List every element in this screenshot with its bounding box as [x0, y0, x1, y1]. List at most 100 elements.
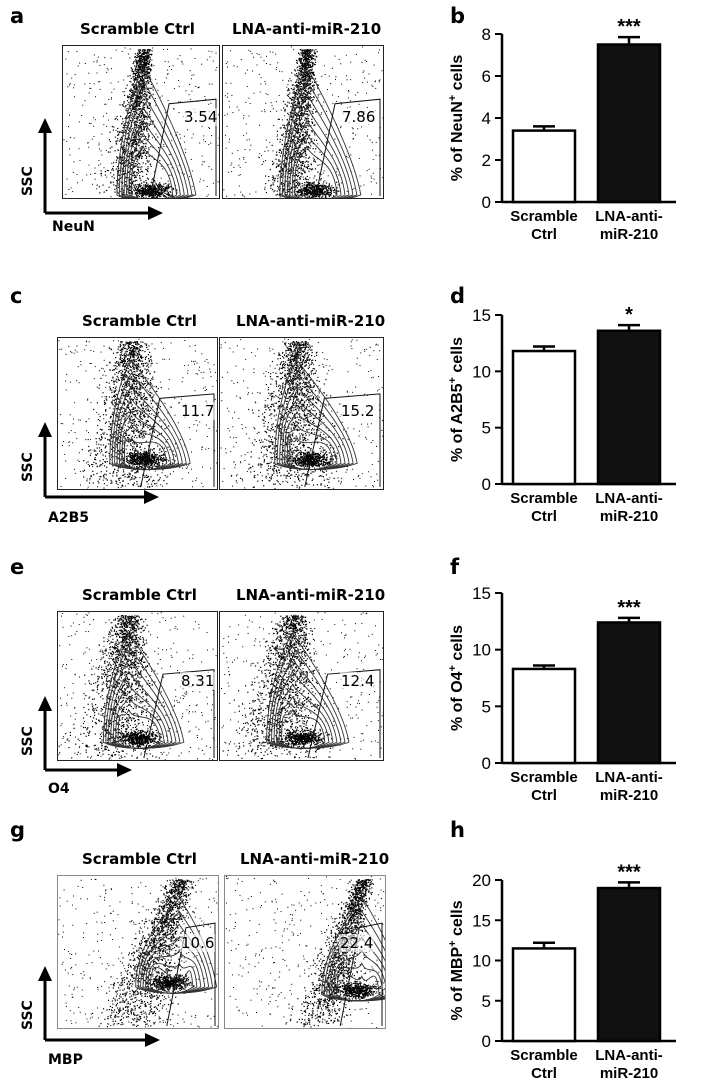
gate-polygon — [315, 98, 381, 197]
contour-lines — [266, 632, 350, 749]
flow-density — [58, 877, 218, 1028]
flow-density — [223, 46, 383, 198]
y-tick-label: 0 — [482, 1032, 491, 1051]
category-label: LNA-anti-miR-210 — [595, 490, 663, 525]
event-dots — [58, 877, 218, 1028]
y-tick-label: 15 — [472, 911, 491, 930]
flow-title-lna: LNA-anti-miR-210 — [236, 312, 386, 330]
bar — [511, 667, 577, 765]
y-axis-label: % of NeuN+ cells — [447, 55, 466, 182]
flow-title-scramble: Scramble Ctrl — [82, 850, 197, 868]
panel-letter-d: d — [450, 284, 466, 308]
contour-lines — [102, 632, 185, 749]
flow-density — [220, 338, 383, 489]
gate-polygon — [307, 669, 381, 759]
gate-polygon — [166, 922, 216, 1027]
contour-lines — [279, 67, 362, 198]
gate-value: 7.86 — [341, 108, 377, 126]
flow-density — [58, 612, 217, 760]
y-tick-label: 15 — [472, 584, 491, 603]
flow-density — [221, 612, 383, 760]
y-tick-label: 15 — [472, 306, 491, 325]
flow-axes-arrows — [38, 696, 132, 777]
significance-marker: *** — [617, 16, 641, 38]
gate-polygon — [339, 922, 383, 1027]
gate-value: 3.54 — [183, 108, 219, 126]
flow-title-scramble: Scramble Ctrl — [82, 586, 197, 604]
flow-plot-o4-scramble: 8.31 — [57, 611, 218, 761]
flow-density — [225, 876, 385, 1028]
flow-plot-mbp-scramble: 10.6 — [57, 875, 219, 1029]
flow-density — [63, 47, 219, 198]
category-label: LNA-anti-miR-210 — [595, 1047, 663, 1082]
flow-plot-o4-lna: 12.4 — [219, 611, 384, 761]
gate-value: 10.6 — [180, 934, 216, 952]
y-tick-label: 0 — [482, 754, 491, 773]
significance-marker: *** — [617, 597, 641, 619]
x-axis-label: O4 — [48, 781, 70, 797]
gate-polygon — [304, 393, 381, 488]
bar — [596, 886, 662, 1043]
significance-marker: * — [625, 304, 633, 326]
category-label: Scramble Ctrl — [510, 208, 578, 243]
event-dots — [223, 46, 383, 198]
panel-letter-g: g — [10, 818, 26, 842]
y-axis-label: % of A2B5+ cells — [447, 337, 466, 462]
gate-value: 11.7 — [180, 402, 216, 420]
x-axis-label: A2B5 — [48, 510, 89, 526]
gate-polygon — [143, 669, 215, 759]
panel-letter-c: c — [10, 284, 23, 308]
event-dots — [220, 338, 383, 489]
category-label: LNA-anti-miR-210 — [595, 769, 663, 804]
event-dots — [225, 876, 385, 1028]
y-tick-label: 5 — [482, 419, 491, 438]
event-dots — [58, 338, 217, 489]
flow-title-lna: LNA-anti-miR-210 — [232, 20, 382, 38]
y-tick-label: 10 — [472, 952, 491, 971]
gate-value: 8.31 — [180, 672, 216, 690]
flow-plot-a2b5-scramble: 11.7 — [57, 337, 218, 490]
bar — [511, 947, 577, 1043]
flow-density — [58, 338, 217, 489]
flow-plot-mbp-lna: 22.4 — [224, 875, 386, 1029]
bar — [596, 43, 662, 204]
y-tick-label: 5 — [482, 697, 491, 716]
y-axis-label: % of MBP+ cells — [447, 900, 466, 1020]
flow-axes-arrows — [38, 118, 163, 220]
y-tick-label: 2 — [482, 151, 491, 170]
gate-value: 15.2 — [340, 402, 376, 420]
flow-title-lna: LNA-anti-miR-210 — [236, 586, 386, 604]
flow-title-lna: LNA-anti-miR-210 — [240, 850, 390, 868]
y-tick-label: 20 — [472, 871, 491, 890]
event-dots — [58, 612, 217, 760]
flow-axes-arrows — [38, 966, 160, 1047]
flow-axes-arrows — [38, 422, 159, 504]
x-axis-label: NeuN — [52, 219, 95, 235]
panel-letter-e: e — [10, 555, 25, 579]
y-tick-label: 0 — [482, 193, 491, 212]
y-tick-label: 0 — [482, 475, 491, 494]
x-axis-label: MBP — [48, 1052, 83, 1068]
panel-letter-h: h — [450, 818, 465, 842]
y-tick-label: 8 — [482, 25, 491, 44]
y-tick-label: 5 — [482, 992, 491, 1011]
flow-plot-neun-scramble: 3.54 — [62, 45, 220, 199]
contour-lines — [109, 359, 191, 471]
flow-title-scramble: Scramble Ctrl — [80, 20, 195, 38]
flow-title-scramble: Scramble Ctrl — [82, 312, 197, 330]
category-label: Scramble Ctrl — [510, 1047, 578, 1082]
panel-letter-b: b — [450, 4, 466, 28]
significance-marker: *** — [617, 861, 641, 883]
category-label: Scramble Ctrl — [510, 490, 578, 525]
gate-polygon — [140, 393, 215, 488]
category-label: Scramble Ctrl — [510, 769, 578, 804]
gate-value: 12.4 — [340, 672, 376, 690]
y-tick-label: 6 — [482, 67, 491, 86]
y-axis-label: % of O4+ cells — [447, 625, 466, 731]
panel-letter-a: a — [10, 4, 25, 28]
category-label: LNA-anti-miR-210 — [595, 208, 663, 243]
